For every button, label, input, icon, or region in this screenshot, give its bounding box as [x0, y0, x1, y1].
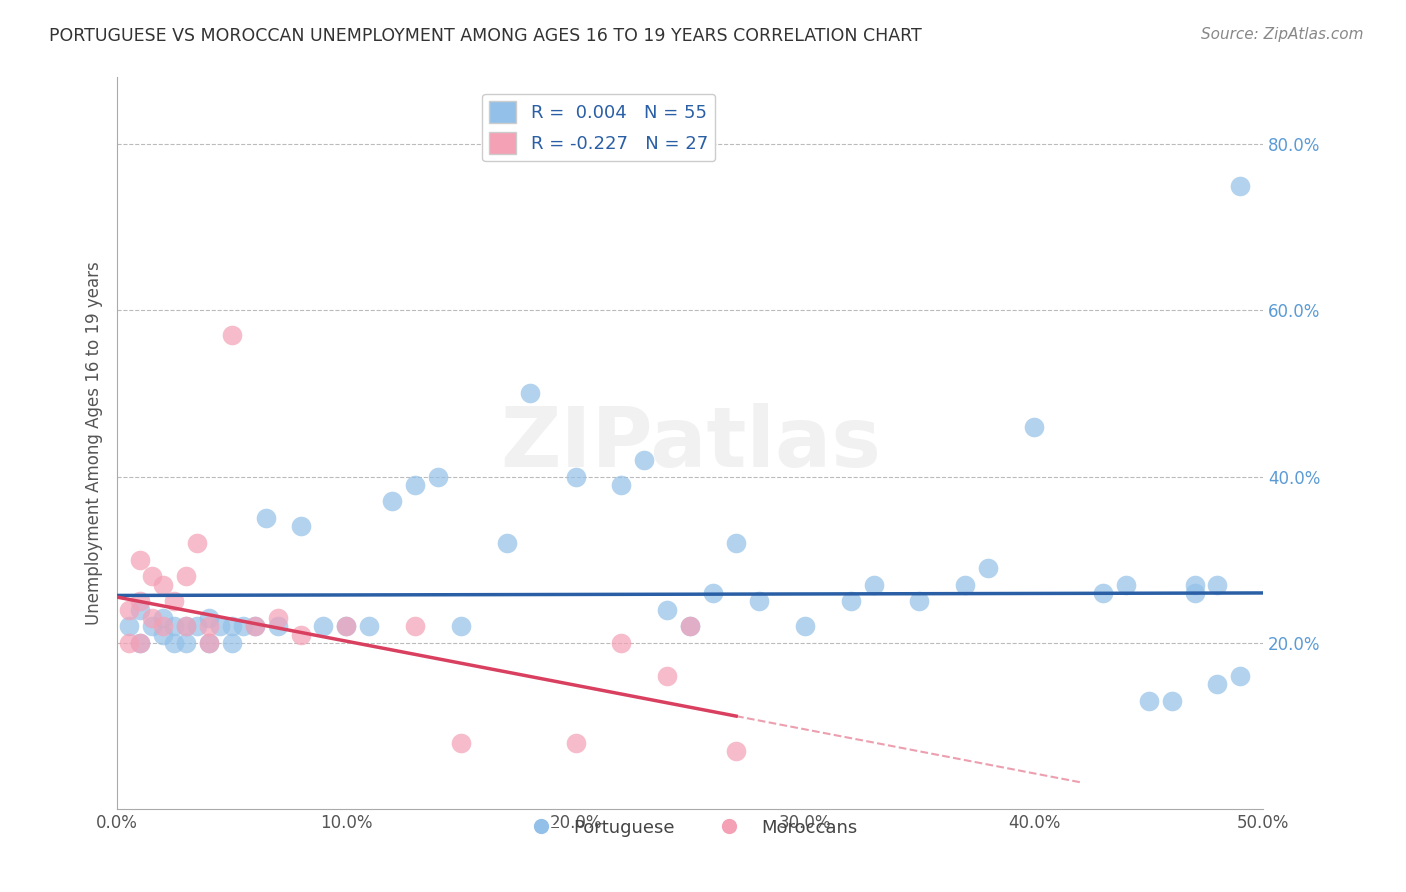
Point	[633, 453, 655, 467]
Point	[1229, 178, 1251, 193]
Point	[290, 519, 312, 533]
Text: ZIPatlas: ZIPatlas	[499, 403, 880, 483]
Point	[254, 511, 277, 525]
Point	[404, 478, 426, 492]
Point	[163, 594, 186, 608]
Point	[152, 619, 174, 633]
Point	[198, 636, 221, 650]
Point	[198, 619, 221, 633]
Point	[450, 736, 472, 750]
Point	[118, 636, 141, 650]
Point	[1184, 577, 1206, 591]
Point	[152, 577, 174, 591]
Point	[1229, 669, 1251, 683]
Point	[427, 469, 450, 483]
Point	[221, 619, 243, 633]
Point	[908, 594, 931, 608]
Point	[186, 536, 208, 550]
Point	[450, 619, 472, 633]
Point	[174, 619, 197, 633]
Point	[610, 636, 633, 650]
Point	[141, 619, 163, 633]
Point	[174, 619, 197, 633]
Point	[679, 619, 702, 633]
Point	[141, 569, 163, 583]
Point	[290, 627, 312, 641]
Point	[657, 669, 679, 683]
Point	[163, 619, 186, 633]
Text: Source: ZipAtlas.com: Source: ZipAtlas.com	[1201, 27, 1364, 42]
Point	[232, 619, 254, 633]
Point	[221, 636, 243, 650]
Point	[404, 619, 426, 633]
Point	[725, 536, 748, 550]
Point	[118, 619, 141, 633]
Point	[702, 586, 724, 600]
Point	[129, 552, 152, 566]
Point	[725, 744, 748, 758]
Point	[793, 619, 815, 633]
Point	[381, 494, 404, 508]
Point	[839, 594, 862, 608]
Point	[564, 469, 586, 483]
Point	[335, 619, 357, 633]
Point	[129, 594, 152, 608]
Point	[129, 636, 152, 650]
Point	[141, 611, 163, 625]
Point	[564, 736, 586, 750]
Point	[129, 602, 152, 616]
Point	[174, 636, 197, 650]
Point	[1206, 577, 1229, 591]
Point	[174, 569, 197, 583]
Point	[610, 478, 633, 492]
Point	[129, 636, 152, 650]
Point	[748, 594, 770, 608]
Point	[955, 577, 977, 591]
Point	[243, 619, 266, 633]
Point	[198, 636, 221, 650]
Point	[118, 602, 141, 616]
Point	[657, 602, 679, 616]
Y-axis label: Unemployment Among Ages 16 to 19 years: Unemployment Among Ages 16 to 19 years	[86, 261, 103, 625]
Point	[266, 611, 288, 625]
Point	[862, 577, 884, 591]
Point	[152, 611, 174, 625]
Legend: Portuguese, Moroccans: Portuguese, Moroccans	[516, 812, 865, 844]
Point	[335, 619, 357, 633]
Point	[1160, 694, 1182, 708]
Point	[209, 619, 232, 633]
Text: PORTUGUESE VS MOROCCAN UNEMPLOYMENT AMONG AGES 16 TO 19 YEARS CORRELATION CHART: PORTUGUESE VS MOROCCAN UNEMPLOYMENT AMON…	[49, 27, 922, 45]
Point	[163, 636, 186, 650]
Point	[1091, 586, 1114, 600]
Point	[152, 627, 174, 641]
Point	[221, 328, 243, 343]
Point	[1022, 419, 1045, 434]
Point	[243, 619, 266, 633]
Point	[1137, 694, 1160, 708]
Point	[519, 386, 541, 401]
Point	[266, 619, 288, 633]
Point	[359, 619, 381, 633]
Point	[679, 619, 702, 633]
Point	[496, 536, 519, 550]
Point	[198, 611, 221, 625]
Point	[1115, 577, 1137, 591]
Point	[1184, 586, 1206, 600]
Point	[186, 619, 208, 633]
Point	[312, 619, 335, 633]
Point	[977, 561, 1000, 575]
Point	[1206, 677, 1229, 691]
